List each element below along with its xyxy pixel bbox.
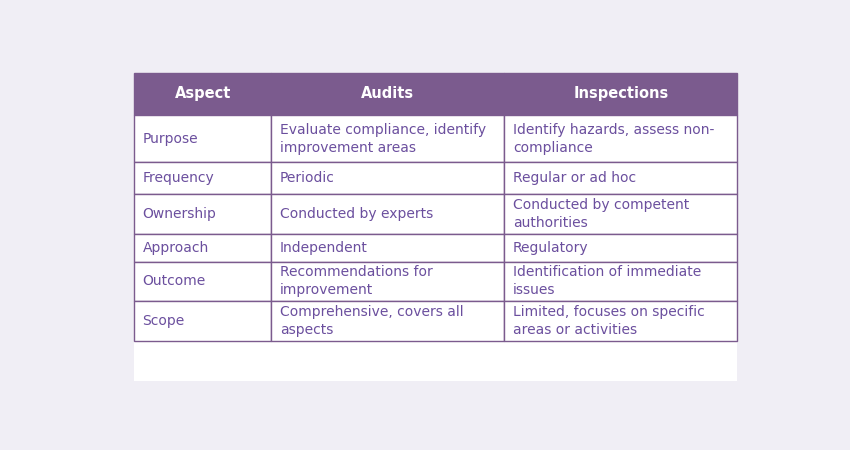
Text: Conducted by experts: Conducted by experts: [280, 207, 434, 221]
Text: Recommendations for
improvement: Recommendations for improvement: [280, 266, 433, 297]
FancyBboxPatch shape: [271, 115, 504, 162]
FancyBboxPatch shape: [134, 262, 271, 301]
FancyBboxPatch shape: [134, 73, 271, 115]
FancyBboxPatch shape: [134, 162, 271, 194]
FancyBboxPatch shape: [271, 73, 504, 115]
FancyBboxPatch shape: [134, 234, 271, 262]
Text: Limited, focuses on specific
areas or activities: Limited, focuses on specific areas or ac…: [513, 305, 705, 337]
FancyBboxPatch shape: [504, 73, 737, 115]
Text: Inspections: Inspections: [573, 86, 668, 101]
FancyBboxPatch shape: [271, 234, 504, 262]
Text: Frequency: Frequency: [143, 171, 214, 185]
FancyBboxPatch shape: [134, 115, 271, 162]
Text: Ownership: Ownership: [143, 207, 217, 221]
FancyBboxPatch shape: [134, 194, 271, 234]
Text: Approach: Approach: [143, 241, 209, 255]
Text: Regular or ad hoc: Regular or ad hoc: [513, 171, 636, 185]
Text: Identify hazards, assess non-
compliance: Identify hazards, assess non- compliance: [513, 123, 714, 154]
FancyBboxPatch shape: [504, 301, 737, 341]
Text: Outcome: Outcome: [143, 274, 206, 288]
Text: Comprehensive, covers all
aspects: Comprehensive, covers all aspects: [280, 305, 464, 337]
Text: Scope: Scope: [143, 314, 184, 328]
FancyBboxPatch shape: [504, 234, 737, 262]
Text: Regulatory: Regulatory: [513, 241, 588, 255]
FancyBboxPatch shape: [134, 73, 737, 382]
Text: Identification of immediate
issues: Identification of immediate issues: [513, 266, 701, 297]
Text: Periodic: Periodic: [280, 171, 335, 185]
FancyBboxPatch shape: [134, 301, 271, 341]
FancyBboxPatch shape: [504, 194, 737, 234]
Text: Conducted by competent
authorities: Conducted by competent authorities: [513, 198, 689, 230]
Text: Purpose: Purpose: [143, 131, 198, 146]
FancyBboxPatch shape: [271, 262, 504, 301]
FancyBboxPatch shape: [504, 115, 737, 162]
FancyBboxPatch shape: [271, 162, 504, 194]
Text: Independent: Independent: [280, 241, 368, 255]
FancyBboxPatch shape: [271, 194, 504, 234]
Text: Evaluate compliance, identify
improvement areas: Evaluate compliance, identify improvemen…: [280, 123, 486, 154]
Text: Aspect: Aspect: [174, 86, 231, 101]
FancyBboxPatch shape: [271, 301, 504, 341]
Text: Audits: Audits: [361, 86, 415, 101]
FancyBboxPatch shape: [504, 162, 737, 194]
FancyBboxPatch shape: [504, 262, 737, 301]
